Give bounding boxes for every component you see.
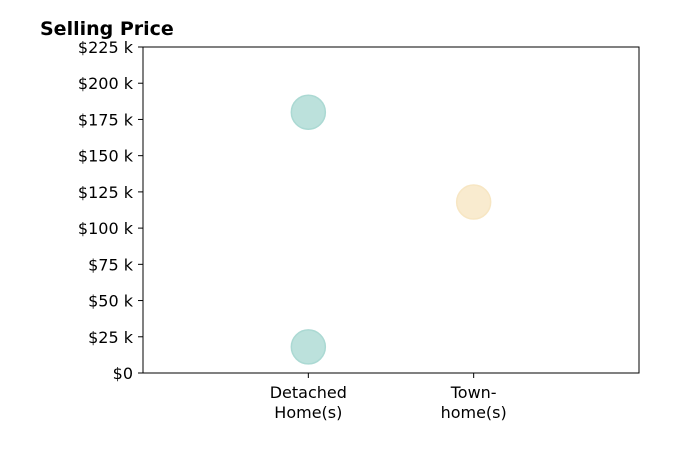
y-tick-label: $50 k — [88, 292, 134, 311]
y-tick-label: $100 k — [78, 219, 134, 238]
data-point — [290, 94, 327, 130]
y-axis: $0 $25 k $50 k $75 k $100 k $125 k $150 k $175 … — [78, 38, 143, 383]
y-tick-label: $200 k — [78, 74, 134, 93]
x-tick-label: Detached Home(s) — [270, 383, 347, 422]
plot-frame — [142, 46, 640, 374]
chart-title: Selling Price — [40, 18, 174, 40]
x-axis: Detached Home(s) Town-home(s) — [270, 373, 507, 422]
y-tick-label: $175 k — [78, 110, 134, 129]
y-tick-label: $75 k — [88, 255, 134, 274]
y-tick-label: $25 k — [88, 328, 134, 347]
y-tick-label: $225 k — [78, 38, 134, 57]
data-points — [290, 94, 492, 365]
data-point — [455, 184, 492, 220]
y-tick-label: $150 k — [78, 147, 134, 166]
x-tick-label: Town-home(s) — [441, 383, 507, 422]
data-point — [290, 329, 327, 365]
y-tick-label: $125 k — [78, 183, 134, 202]
y-tick-label: $0 — [113, 364, 133, 383]
